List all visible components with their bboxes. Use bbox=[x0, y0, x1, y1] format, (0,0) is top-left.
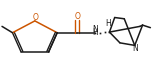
Text: O: O bbox=[74, 12, 80, 21]
Text: N: N bbox=[93, 25, 98, 34]
Text: H: H bbox=[93, 28, 98, 37]
Text: O: O bbox=[32, 13, 38, 22]
Text: H: H bbox=[106, 19, 111, 28]
Text: N: N bbox=[132, 44, 138, 53]
